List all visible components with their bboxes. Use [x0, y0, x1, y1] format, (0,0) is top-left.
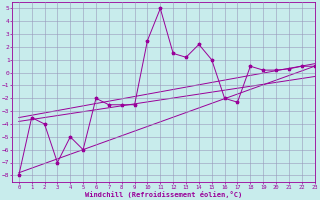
X-axis label: Windchill (Refroidissement éolien,°C): Windchill (Refroidissement éolien,°C): [85, 191, 242, 198]
